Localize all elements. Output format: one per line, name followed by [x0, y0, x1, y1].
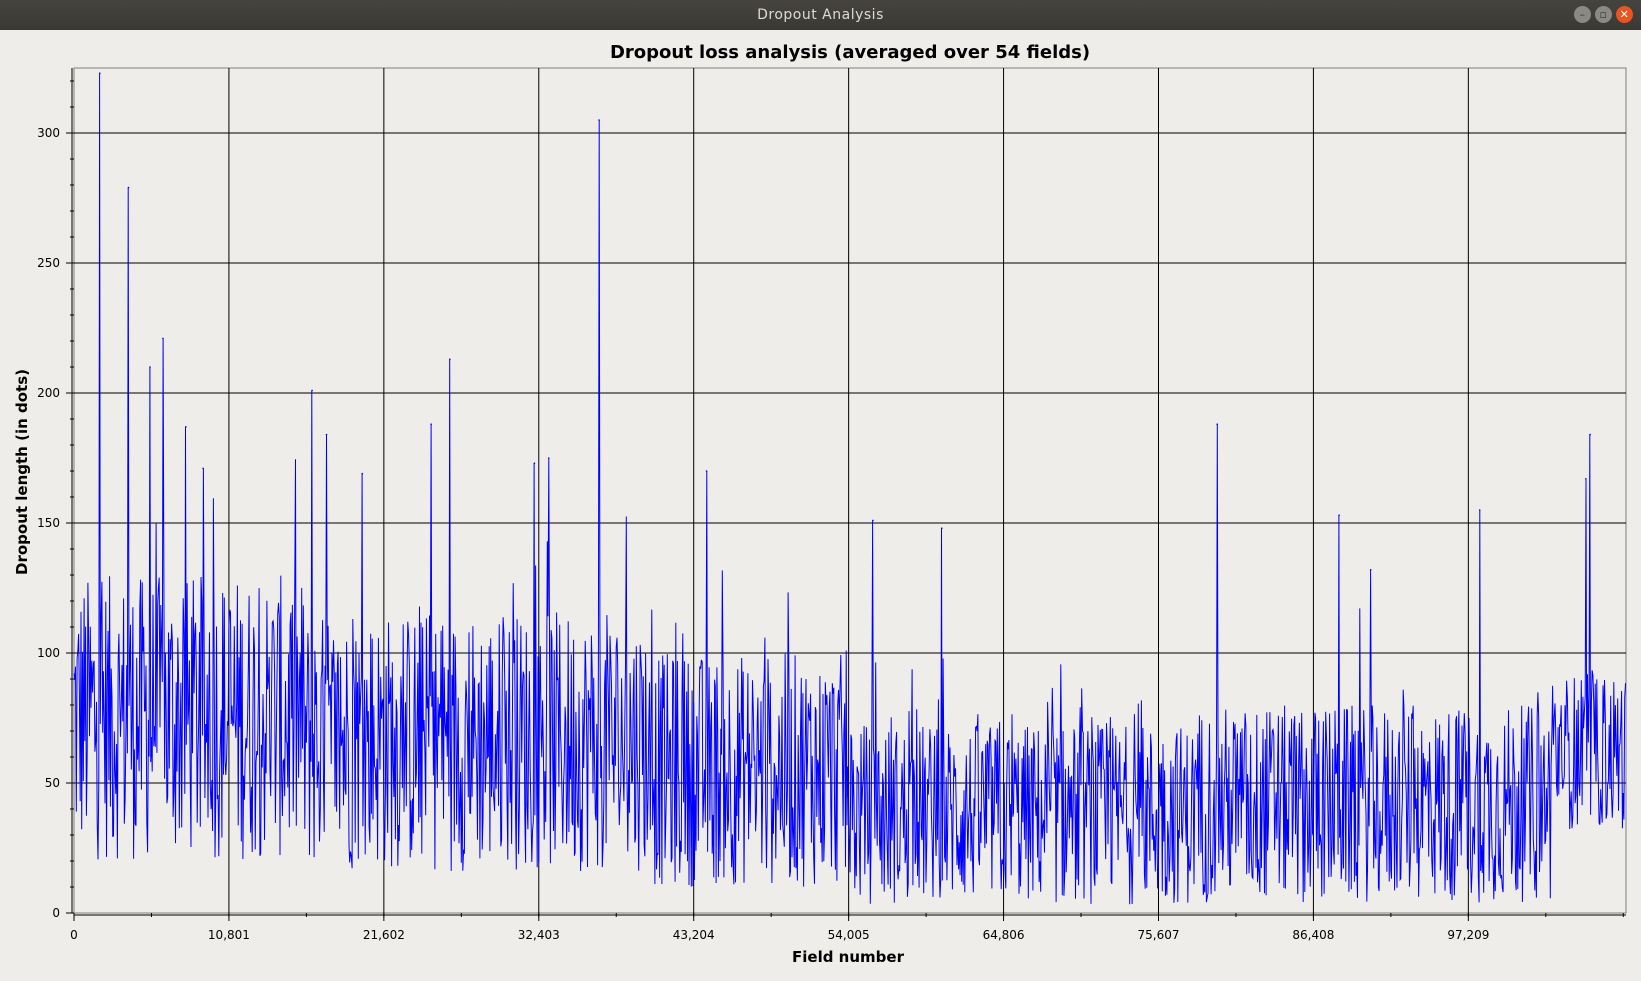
peak-point — [1478, 509, 1481, 511]
x-tick-label: 97,209 — [1447, 928, 1489, 942]
peak-point — [361, 472, 364, 475]
y-axis-label: Dropout length (in dots) — [13, 369, 31, 575]
y-tick-label: 0 — [52, 906, 60, 920]
x-tick-label: 75,607 — [1137, 928, 1179, 942]
x-tick-label: 86,408 — [1292, 928, 1334, 942]
peak-point — [1585, 478, 1587, 480]
y-tick-label: 100 — [37, 646, 60, 660]
peak-point — [149, 366, 151, 368]
dropout-chart: Dropout loss analysis (averaged over 54 … — [13, 42, 1627, 966]
peak-point — [99, 72, 101, 74]
x-tick-label: 43,204 — [673, 928, 715, 942]
minimize-icon[interactable]: – — [1574, 6, 1591, 23]
chart-title: Dropout loss analysis (averaged over 54 … — [610, 42, 1090, 63]
peak-point — [598, 119, 600, 121]
x-tick-label: 21,602 — [363, 928, 405, 942]
peak-point — [127, 186, 130, 189]
maximize-icon[interactable]: ▫ — [1595, 6, 1612, 23]
y-tick-label: 300 — [37, 126, 60, 140]
x-axis-label: Field number — [792, 948, 905, 966]
peak-point — [1369, 569, 1372, 571]
dropout-series-line — [73, 73, 1626, 905]
peak-point — [941, 527, 943, 529]
peak-point — [872, 519, 874, 522]
peak-point — [430, 423, 432, 426]
peak-point — [202, 467, 204, 470]
peak-point — [162, 337, 164, 340]
series-layer — [73, 72, 1626, 905]
x-tick-label: 32,403 — [518, 928, 560, 942]
close-icon[interactable]: ✕ — [1616, 6, 1633, 23]
peak-point — [185, 426, 187, 428]
peak-point — [1589, 433, 1591, 436]
plot-area: Dropout loss analysis (averaged over 54 … — [0, 30, 1641, 977]
y-tick-label: 150 — [37, 516, 60, 530]
peak-point — [449, 358, 451, 361]
peak-point — [533, 462, 536, 465]
peak-point — [547, 457, 550, 459]
peak-point — [1216, 423, 1219, 426]
plot-frame — [73, 67, 1627, 914]
y-tick-label: 250 — [37, 256, 60, 270]
peak-point — [705, 470, 708, 472]
window-title: Dropout Analysis — [757, 7, 884, 23]
peak-point — [1338, 514, 1340, 516]
peak-point — [311, 389, 313, 392]
y-tick-label: 200 — [37, 386, 60, 400]
x-tick-label: 0 — [70, 928, 78, 942]
window-titlebar[interactable]: Dropout Analysis – ▫ ✕ — [0, 0, 1641, 30]
x-tick-label: 54,005 — [828, 928, 870, 942]
x-tick-label: 64,806 — [983, 928, 1025, 942]
axis-layer: 0 50 100 150 200 250 300 0 10,801 21,602 32,403 43,… — [37, 68, 1626, 942]
peak-point — [325, 433, 328, 436]
x-tick-label: 10,801 — [208, 928, 250, 942]
window-controls: – ▫ ✕ — [1574, 6, 1633, 23]
y-tick-label: 50 — [45, 776, 60, 790]
